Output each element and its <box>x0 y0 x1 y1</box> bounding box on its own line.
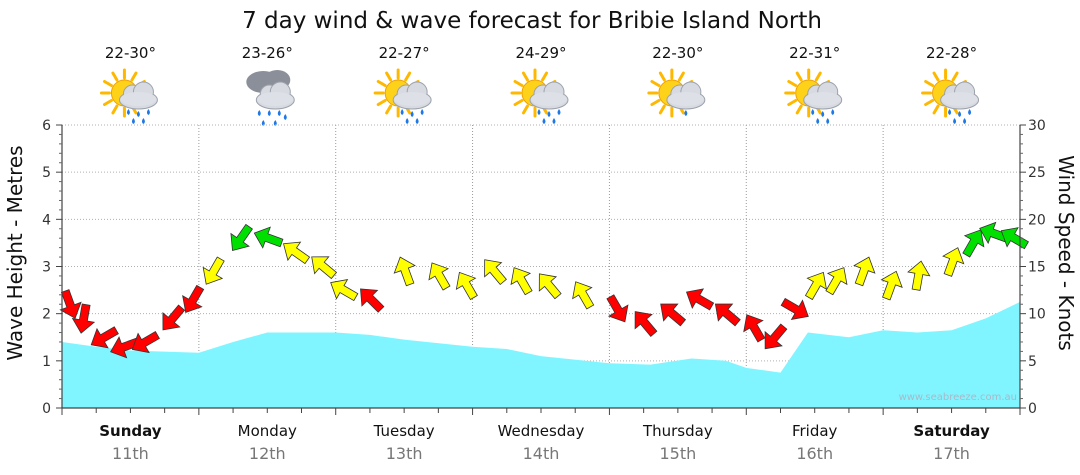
wind-arrow <box>660 303 687 327</box>
y2-tick-label: 20 <box>1028 212 1046 228</box>
wind-arrow <box>393 256 416 287</box>
wind-arrow <box>714 303 741 327</box>
sun-cloud-rain-icon <box>921 68 980 124</box>
y-tick-label: 0 <box>42 401 51 417</box>
wind-arrow <box>804 271 827 301</box>
y2-tick-label: 25 <box>1028 165 1046 181</box>
wind-arrow <box>780 297 809 320</box>
wind-arrow <box>743 314 766 343</box>
temperature-label: 22-31° <box>789 44 840 62</box>
y2-tick-label: 5 <box>1028 354 1037 370</box>
date-label: 15th <box>659 444 696 463</box>
temperature-label: 22-30° <box>652 44 703 62</box>
y2-tick-label: 10 <box>1028 307 1046 323</box>
y2-tick-label: 15 <box>1028 260 1046 276</box>
day-label: Sunday <box>99 422 162 440</box>
sun-cloud-drizzle-icon <box>647 68 706 118</box>
wind-arrows <box>59 221 1029 359</box>
wind-arrow <box>685 288 715 311</box>
wind-arrow <box>162 304 186 331</box>
wind-arrow <box>962 229 985 258</box>
wind-arrow <box>942 247 965 277</box>
watermark: www.seabreeze.com.au <box>899 392 1017 403</box>
wind-arrow <box>825 267 848 296</box>
sun-cloud-rain-icon <box>510 68 569 124</box>
wind-arrow <box>131 330 160 354</box>
wind-arrow <box>110 336 140 359</box>
wind-arrow <box>202 256 225 285</box>
wind-arrow <box>634 311 658 337</box>
day-label: Wednesday <box>498 422 585 440</box>
wind-arrow <box>572 281 595 310</box>
wind-arrow <box>330 279 359 302</box>
temperature-label: 22-30° <box>105 44 156 62</box>
y-tick-label: 3 <box>42 260 51 276</box>
temperature-label: 24-29° <box>515 44 566 62</box>
wind-arrow <box>428 262 451 291</box>
wind-arrow <box>90 326 119 349</box>
wave-height-area <box>62 301 1020 408</box>
sun-cloud-rain-icon <box>99 68 158 124</box>
wind-arrow <box>71 303 96 334</box>
wind-arrow <box>283 241 311 265</box>
wind-arrow <box>182 284 205 314</box>
sun-cloud-rain-icon <box>373 68 432 124</box>
temperature-label: 22-28° <box>926 44 977 62</box>
date-label: 16th <box>796 444 833 463</box>
wind-arrow <box>606 294 629 323</box>
day-label: Thursday <box>642 422 713 440</box>
date-label: 17th <box>933 444 970 463</box>
axes: 0 1 2 3 4 5 6 0 5 10 15 20 25 30 Sunday 11th Monday 12th T… <box>42 118 1046 463</box>
wind-arrow <box>311 256 338 280</box>
wind-arrow <box>230 223 253 251</box>
temperature-label: 22-27° <box>379 44 430 62</box>
temperature-label: 23-26° <box>242 44 293 62</box>
y-tick-label: 4 <box>42 212 51 228</box>
wave-area <box>62 301 1020 408</box>
date-label: 13th <box>386 444 423 463</box>
y-tick-label: 2 <box>42 307 51 323</box>
y-axis-title-right: Wind Speed - Knots <box>1054 155 1078 351</box>
day-label: Monday <box>238 422 297 440</box>
y-tick-label: 6 <box>42 118 51 134</box>
date-label: 14th <box>523 444 560 463</box>
day-label: Friday <box>792 422 838 440</box>
wind-arrow <box>253 226 284 249</box>
y-axis-title-left: Wave Height - Metres <box>3 145 27 360</box>
wind-arrow <box>764 323 788 350</box>
weather-icons <box>99 68 980 126</box>
y2-tick-label: 0 <box>1028 401 1037 417</box>
wind-arrow <box>880 270 903 301</box>
wind-arrow <box>484 259 507 286</box>
wind-arrow <box>510 267 533 296</box>
wind-arrow <box>360 288 385 313</box>
y-tick-label: 1 <box>42 354 51 370</box>
date-label: 11th <box>112 444 149 463</box>
y-tick-label: 5 <box>42 165 51 181</box>
cloud-rain-icon <box>246 70 295 126</box>
sun-cloud-rain-icon <box>784 68 843 124</box>
wind-arrow <box>853 256 876 287</box>
wind-arrow <box>907 260 931 291</box>
y2-tick-label: 30 <box>1028 118 1046 134</box>
chart-title: 7 day wind & wave forecast for Bribie Is… <box>242 8 822 34</box>
wind-arrow <box>538 273 562 300</box>
day-label: Tuesday <box>373 422 435 440</box>
wind-arrow <box>455 271 478 301</box>
daily-temperatures: 22-30° 23-26° 22-27° 24-29° 22-30° 22-31° 22-2… <box>105 44 977 62</box>
wind-arrow <box>1000 227 1029 250</box>
day-label: Saturday <box>913 422 990 440</box>
date-label: 12th <box>249 444 286 463</box>
